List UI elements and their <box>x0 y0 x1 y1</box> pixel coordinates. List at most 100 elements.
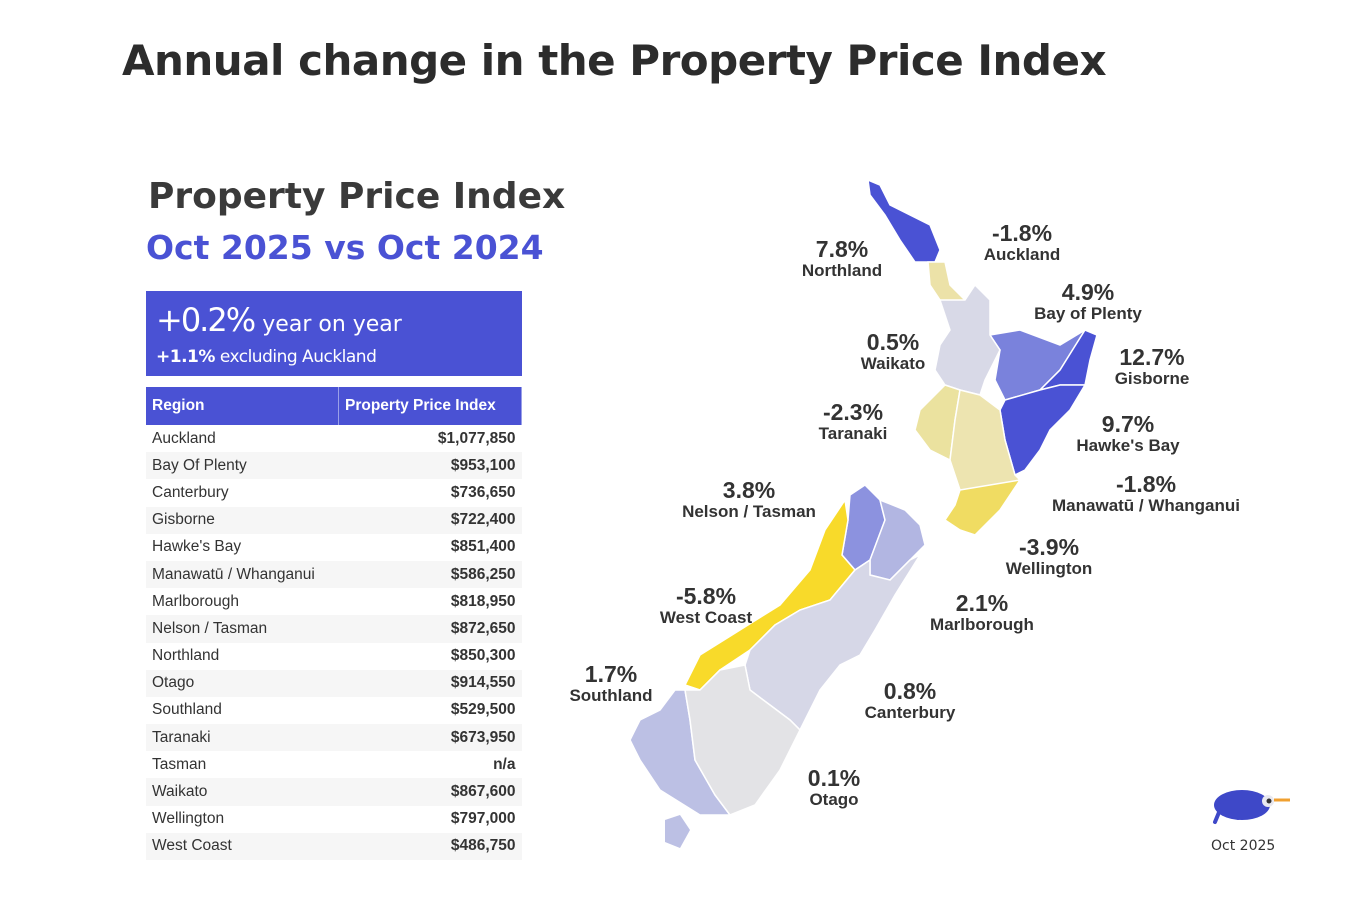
table-row: Wellington $797,000 <box>146 806 522 833</box>
sub-text: excluding Auckland <box>219 347 377 367</box>
region-label: -3.9% Wellington <box>949 534 1149 578</box>
index-cell: $850,300 <box>450 647 516 665</box>
index-cell: $529,500 <box>450 701 516 719</box>
region-cell: Canterbury <box>152 483 229 501</box>
sub-headline: +1.1% excluding Auckland <box>156 347 377 367</box>
table-row: Tasman n/a <box>146 751 522 778</box>
region-name: Gisborne <box>1114 369 1190 388</box>
region-change: 7.8% <box>815 236 869 262</box>
region-label: -5.8% West Coast <box>606 583 806 627</box>
region-label: -1.8% Manawatū / Whanganui <box>1046 471 1246 515</box>
region-change: -5.8% <box>675 583 737 609</box>
table-row: Auckland $1,077,850 <box>146 425 522 452</box>
region-cell: Bay Of Plenty <box>146 452 339 480</box>
region-label: 7.8% Northland <box>742 236 942 280</box>
region-change: 2.1% <box>955 590 1009 616</box>
sub-value: +1.1% <box>156 347 215 367</box>
region-name: Bay of Plenty <box>1034 304 1142 323</box>
region-change: 3.8% <box>722 477 776 503</box>
region-name: Nelson / Tasman <box>682 502 816 521</box>
price-table: Region Property Price Index Auckland $1,07… <box>146 387 522 860</box>
panel-subheading: Oct 2025 vs Oct 2024 <box>146 228 544 267</box>
region-name: West Coast <box>659 608 753 627</box>
region-name: Auckland <box>983 245 1061 264</box>
region-change: -1.8% <box>991 220 1053 246</box>
region-label: 1.7% Southland <box>511 661 711 705</box>
region-change: 9.7% <box>1101 411 1155 437</box>
region-cell: Northland <box>152 647 220 665</box>
region-cell: Tasman <box>152 755 207 773</box>
region-change: 12.7% <box>1119 344 1185 370</box>
region-change: 0.1% <box>807 765 861 791</box>
table-row: Otago $914,550 <box>146 669 522 697</box>
region-cell: Southland <box>152 701 222 719</box>
region-change: 0.5% <box>866 329 920 355</box>
index-cell: $486,750 <box>338 832 522 860</box>
region-change: -3.9% <box>1018 534 1080 560</box>
region-label: 3.8% Nelson / Tasman <box>649 477 849 521</box>
region-otago <box>684 664 801 816</box>
region-wellington <box>943 478 1022 536</box>
region-cell: Marlborough <box>152 592 240 610</box>
region-name: Northland <box>801 261 883 280</box>
index-cell: $797,000 <box>450 810 516 828</box>
region-name: Taranaki <box>818 424 888 443</box>
region-cell: Taranaki <box>146 724 339 752</box>
region-label: 0.5% Waikato <box>793 329 993 373</box>
index-cell: $586,250 <box>338 560 522 589</box>
col-index: Property Price Index <box>338 387 522 425</box>
region-label: -1.8% Auckland <box>922 220 1122 264</box>
region-northland <box>867 178 941 263</box>
index-cell: $722,400 <box>338 506 522 534</box>
table-row: Nelson / Tasman $872,650 <box>146 615 522 643</box>
table-row: Southland $529,500 <box>146 697 522 724</box>
region-label: 0.1% Otago <box>734 765 934 809</box>
index-cell: $872,650 <box>338 615 522 643</box>
region-change: -1.8% <box>1115 471 1177 497</box>
region-change: 0.8% <box>883 678 937 704</box>
region-cell: Otago <box>146 669 339 697</box>
region-label: 0.8% Canterbury <box>810 678 1010 722</box>
region-change: 1.7% <box>584 661 638 687</box>
index-cell: $736,650 <box>450 483 516 501</box>
region-cell: Waikato <box>146 778 339 806</box>
index-cell: n/a <box>493 755 516 773</box>
region-name: Canterbury <box>864 703 956 722</box>
region-change: -2.3% <box>822 399 884 425</box>
region-name: Waikato <box>860 354 926 373</box>
panel-heading: Property Price Index <box>148 176 566 217</box>
region-change: 4.9% <box>1061 279 1115 305</box>
table-row: Manawatū / Whanganui $586,250 <box>146 560 522 589</box>
region-label: 9.7% Hawke's Bay <box>1028 411 1228 455</box>
table-row: Gisborne $722,400 <box>146 506 522 534</box>
index-cell: $1,077,850 <box>437 429 516 447</box>
region-cell: Gisborne <box>146 506 339 534</box>
region-cell: Hawke's Bay <box>152 538 242 556</box>
region-label: 12.7% Gisborne <box>1052 344 1252 388</box>
logo-caption: Oct 2025 <box>1211 838 1276 854</box>
region-cell: Manawatū / Whanganui <box>146 560 339 589</box>
table-row: Taranaki $673,950 <box>146 724 522 752</box>
col-region: Region <box>146 387 339 425</box>
index-cell: $867,600 <box>338 778 522 806</box>
region-name: Otago <box>809 790 859 809</box>
table-row: Hawke's Bay $851,400 <box>146 534 522 561</box>
index-cell: $851,400 <box>450 538 516 556</box>
index-cell: $914,550 <box>338 669 522 697</box>
headline-text: year on year <box>262 312 402 337</box>
table-row: Waikato $867,600 <box>146 778 522 806</box>
region-cell: Wellington <box>152 810 225 828</box>
region-stewart-island <box>665 815 690 848</box>
region-name: Southland <box>569 686 653 705</box>
region-cell: Nelson / Tasman <box>146 615 339 643</box>
index-cell: $818,950 <box>450 592 516 610</box>
index-cell: $673,950 <box>338 724 522 752</box>
summary-banner: +0.2% year on year +1.1% excluding Auckl… <box>146 291 522 376</box>
region-label: -2.3% Taranaki <box>753 399 953 443</box>
page-title: Annual change in the Property Price Inde… <box>122 36 1107 85</box>
region-cell: Auckland <box>152 429 216 447</box>
table-row: West Coast $486,750 <box>146 832 522 860</box>
index-cell: $953,100 <box>338 452 522 480</box>
